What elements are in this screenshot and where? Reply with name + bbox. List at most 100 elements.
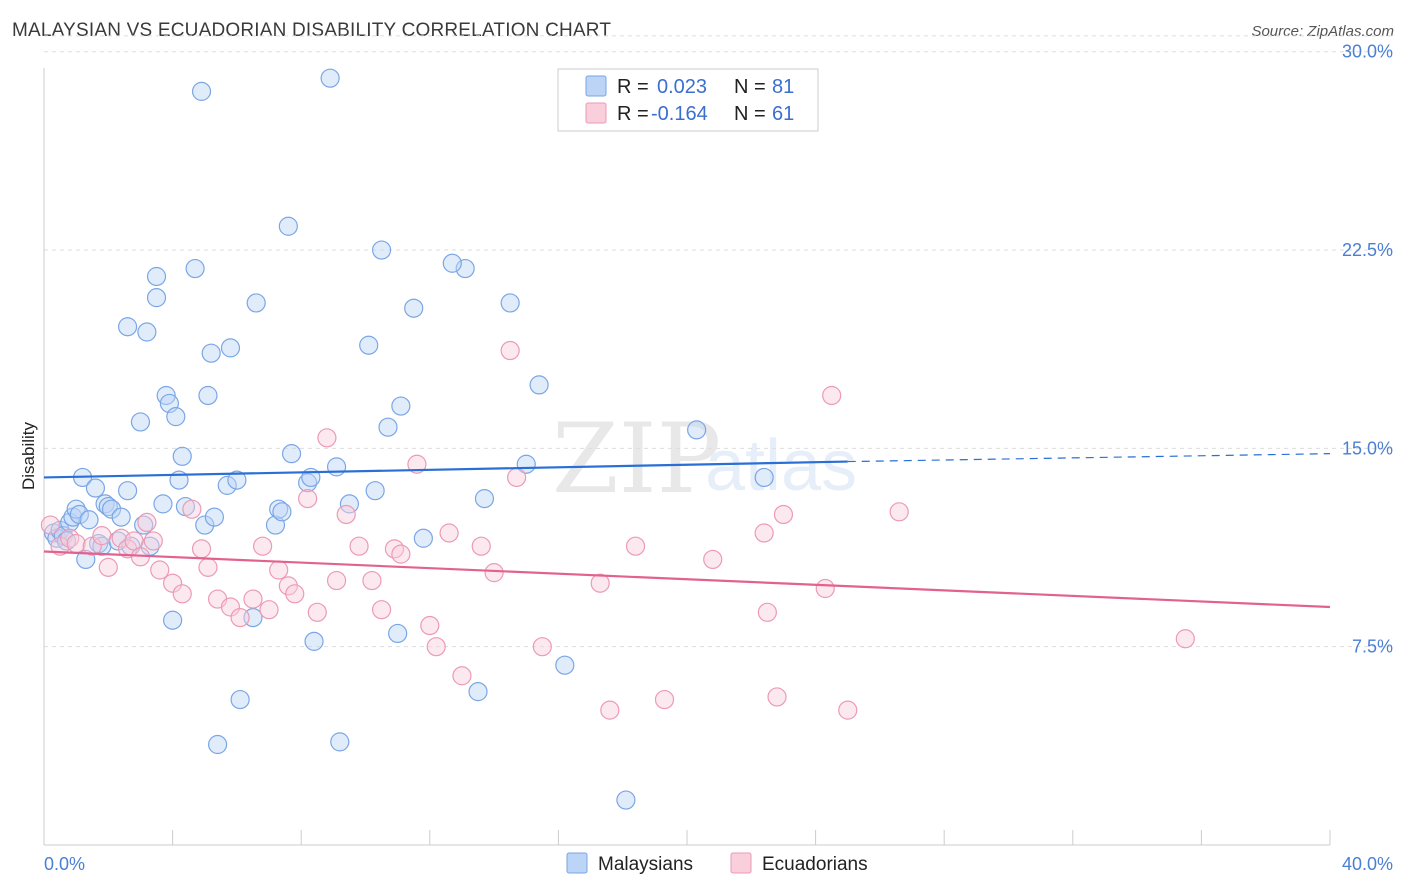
x-ticks xyxy=(43,830,1331,845)
ecuadorian-point xyxy=(298,489,318,509)
ecuadorian-point xyxy=(253,536,273,556)
legend-swatch-malaysians xyxy=(585,75,607,97)
trend-lines xyxy=(43,453,1331,609)
malaysian-point xyxy=(298,473,318,493)
malaysian-point xyxy=(117,317,138,337)
legend-r-label-1: R = xyxy=(617,76,649,98)
malaysian-point xyxy=(201,343,221,363)
ecuadorian-point xyxy=(278,576,298,596)
legend-n-label-2: N = xyxy=(734,103,766,125)
legend-swatch-ecuadorians xyxy=(585,102,607,124)
y-tick-label: 30.0% xyxy=(1342,42,1393,62)
ecuadorian-point xyxy=(500,340,520,361)
malaysian-point xyxy=(388,623,408,644)
ecuadorian-point xyxy=(507,467,527,488)
malaysian-point xyxy=(98,496,118,517)
malaysian-point xyxy=(442,253,462,273)
ecuadorians-points xyxy=(40,340,1195,720)
ecuadorian-point xyxy=(198,557,218,577)
malaysian-point xyxy=(137,322,157,342)
ecuadorian-point xyxy=(1175,629,1195,649)
malaysian-point xyxy=(555,655,575,675)
series-legend: Malaysians Ecuadorians xyxy=(566,852,868,875)
malaysian-point xyxy=(474,489,495,509)
legend-r-value-1: 0.023 xyxy=(657,76,707,98)
ecuadorian-point xyxy=(426,637,446,657)
ecuadorian-point xyxy=(532,637,552,657)
ecuadorian-point xyxy=(889,502,909,522)
malaysian-point xyxy=(101,499,122,519)
ecuadorian-point xyxy=(471,536,491,556)
malaysian-point xyxy=(529,375,549,395)
ecuadorian-point xyxy=(269,560,289,580)
malaysian-point xyxy=(50,520,70,540)
malaysian-point xyxy=(455,258,475,279)
malaysian-point xyxy=(111,507,131,527)
malaysian-point xyxy=(153,494,173,514)
malaysian-point xyxy=(413,528,433,548)
malaysian-point xyxy=(269,499,289,519)
ecuadorian-point xyxy=(66,533,86,554)
malaysian-point xyxy=(79,510,99,530)
correlation-legend: R = 0.023 N = 81 R = -0.164 N = 61 xyxy=(557,68,819,132)
y-tick-label: 15.0% xyxy=(1342,438,1393,458)
y-tick-labels: 7.5% 15.0% 22.5% 30.0% xyxy=(1342,42,1393,657)
ecuadorian-point xyxy=(220,597,241,617)
malaysian-point xyxy=(172,446,192,466)
malaysian-point xyxy=(281,444,302,464)
legend-n-value-1: 81 xyxy=(772,76,794,98)
ecuadorian-point xyxy=(98,557,118,577)
malaysian-point xyxy=(359,335,379,355)
legend-n-value-2: 61 xyxy=(772,103,794,125)
legend-r-label-2: R = xyxy=(617,103,649,125)
ecuadorian-point xyxy=(420,615,440,636)
malaysian-point xyxy=(371,240,392,260)
malaysian-point xyxy=(117,481,138,501)
ecuadorian-point xyxy=(40,515,61,535)
malaysian-point xyxy=(146,288,167,308)
malaysian-point xyxy=(66,499,86,519)
malaysian-point xyxy=(304,631,324,651)
malaysian-point xyxy=(365,481,385,501)
bottom-legend-swatch-malaysians xyxy=(566,852,588,874)
ecuadorian-point xyxy=(307,602,327,622)
ecuadorian-point xyxy=(484,563,504,583)
malaysian-point xyxy=(230,689,250,710)
ecuadorian-point xyxy=(137,512,157,533)
ecuadorian-point xyxy=(754,523,774,543)
malaysian-point xyxy=(208,734,228,755)
x-tick-label-max: 40.0% xyxy=(1342,854,1393,874)
ecuadorian-point xyxy=(362,570,382,591)
malaysian-point xyxy=(272,502,292,522)
ecuadorian-point xyxy=(590,573,610,593)
ecuadorian-point xyxy=(391,544,411,564)
malaysian-point xyxy=(220,338,241,358)
malaysian-point xyxy=(404,298,424,318)
ecuadorian-point xyxy=(767,687,787,707)
gridlines xyxy=(44,35,1393,648)
malaysian-point xyxy=(69,504,89,525)
bottom-legend-swatch-ecuadorians xyxy=(730,852,752,874)
watermark-zip: ZIP xyxy=(552,403,721,515)
malaysian-point xyxy=(163,610,183,630)
ecuadorian-point xyxy=(371,600,392,620)
malaysian-point xyxy=(320,68,340,88)
malaysian-point xyxy=(278,216,298,236)
ecuadorian-point xyxy=(172,584,192,604)
ecuadorian-point xyxy=(60,528,80,548)
ecuadorian-point xyxy=(326,570,347,591)
malaysian-point xyxy=(246,293,266,313)
malaysian-point xyxy=(500,293,520,313)
ecuadorians-trend-line xyxy=(43,550,1331,609)
malaysian-point xyxy=(191,81,212,101)
ecuadorian-point xyxy=(143,531,163,551)
malaysian-point xyxy=(95,494,115,514)
bottom-legend-ecuadorians: Ecuadorians xyxy=(762,854,868,875)
ecuadorian-point xyxy=(82,536,102,556)
ecuadorian-point xyxy=(757,602,777,622)
malaysian-point xyxy=(227,470,247,490)
ecuadorian-point xyxy=(384,539,405,559)
ecuadorian-point xyxy=(452,666,472,686)
ecuadorian-point xyxy=(407,454,427,474)
